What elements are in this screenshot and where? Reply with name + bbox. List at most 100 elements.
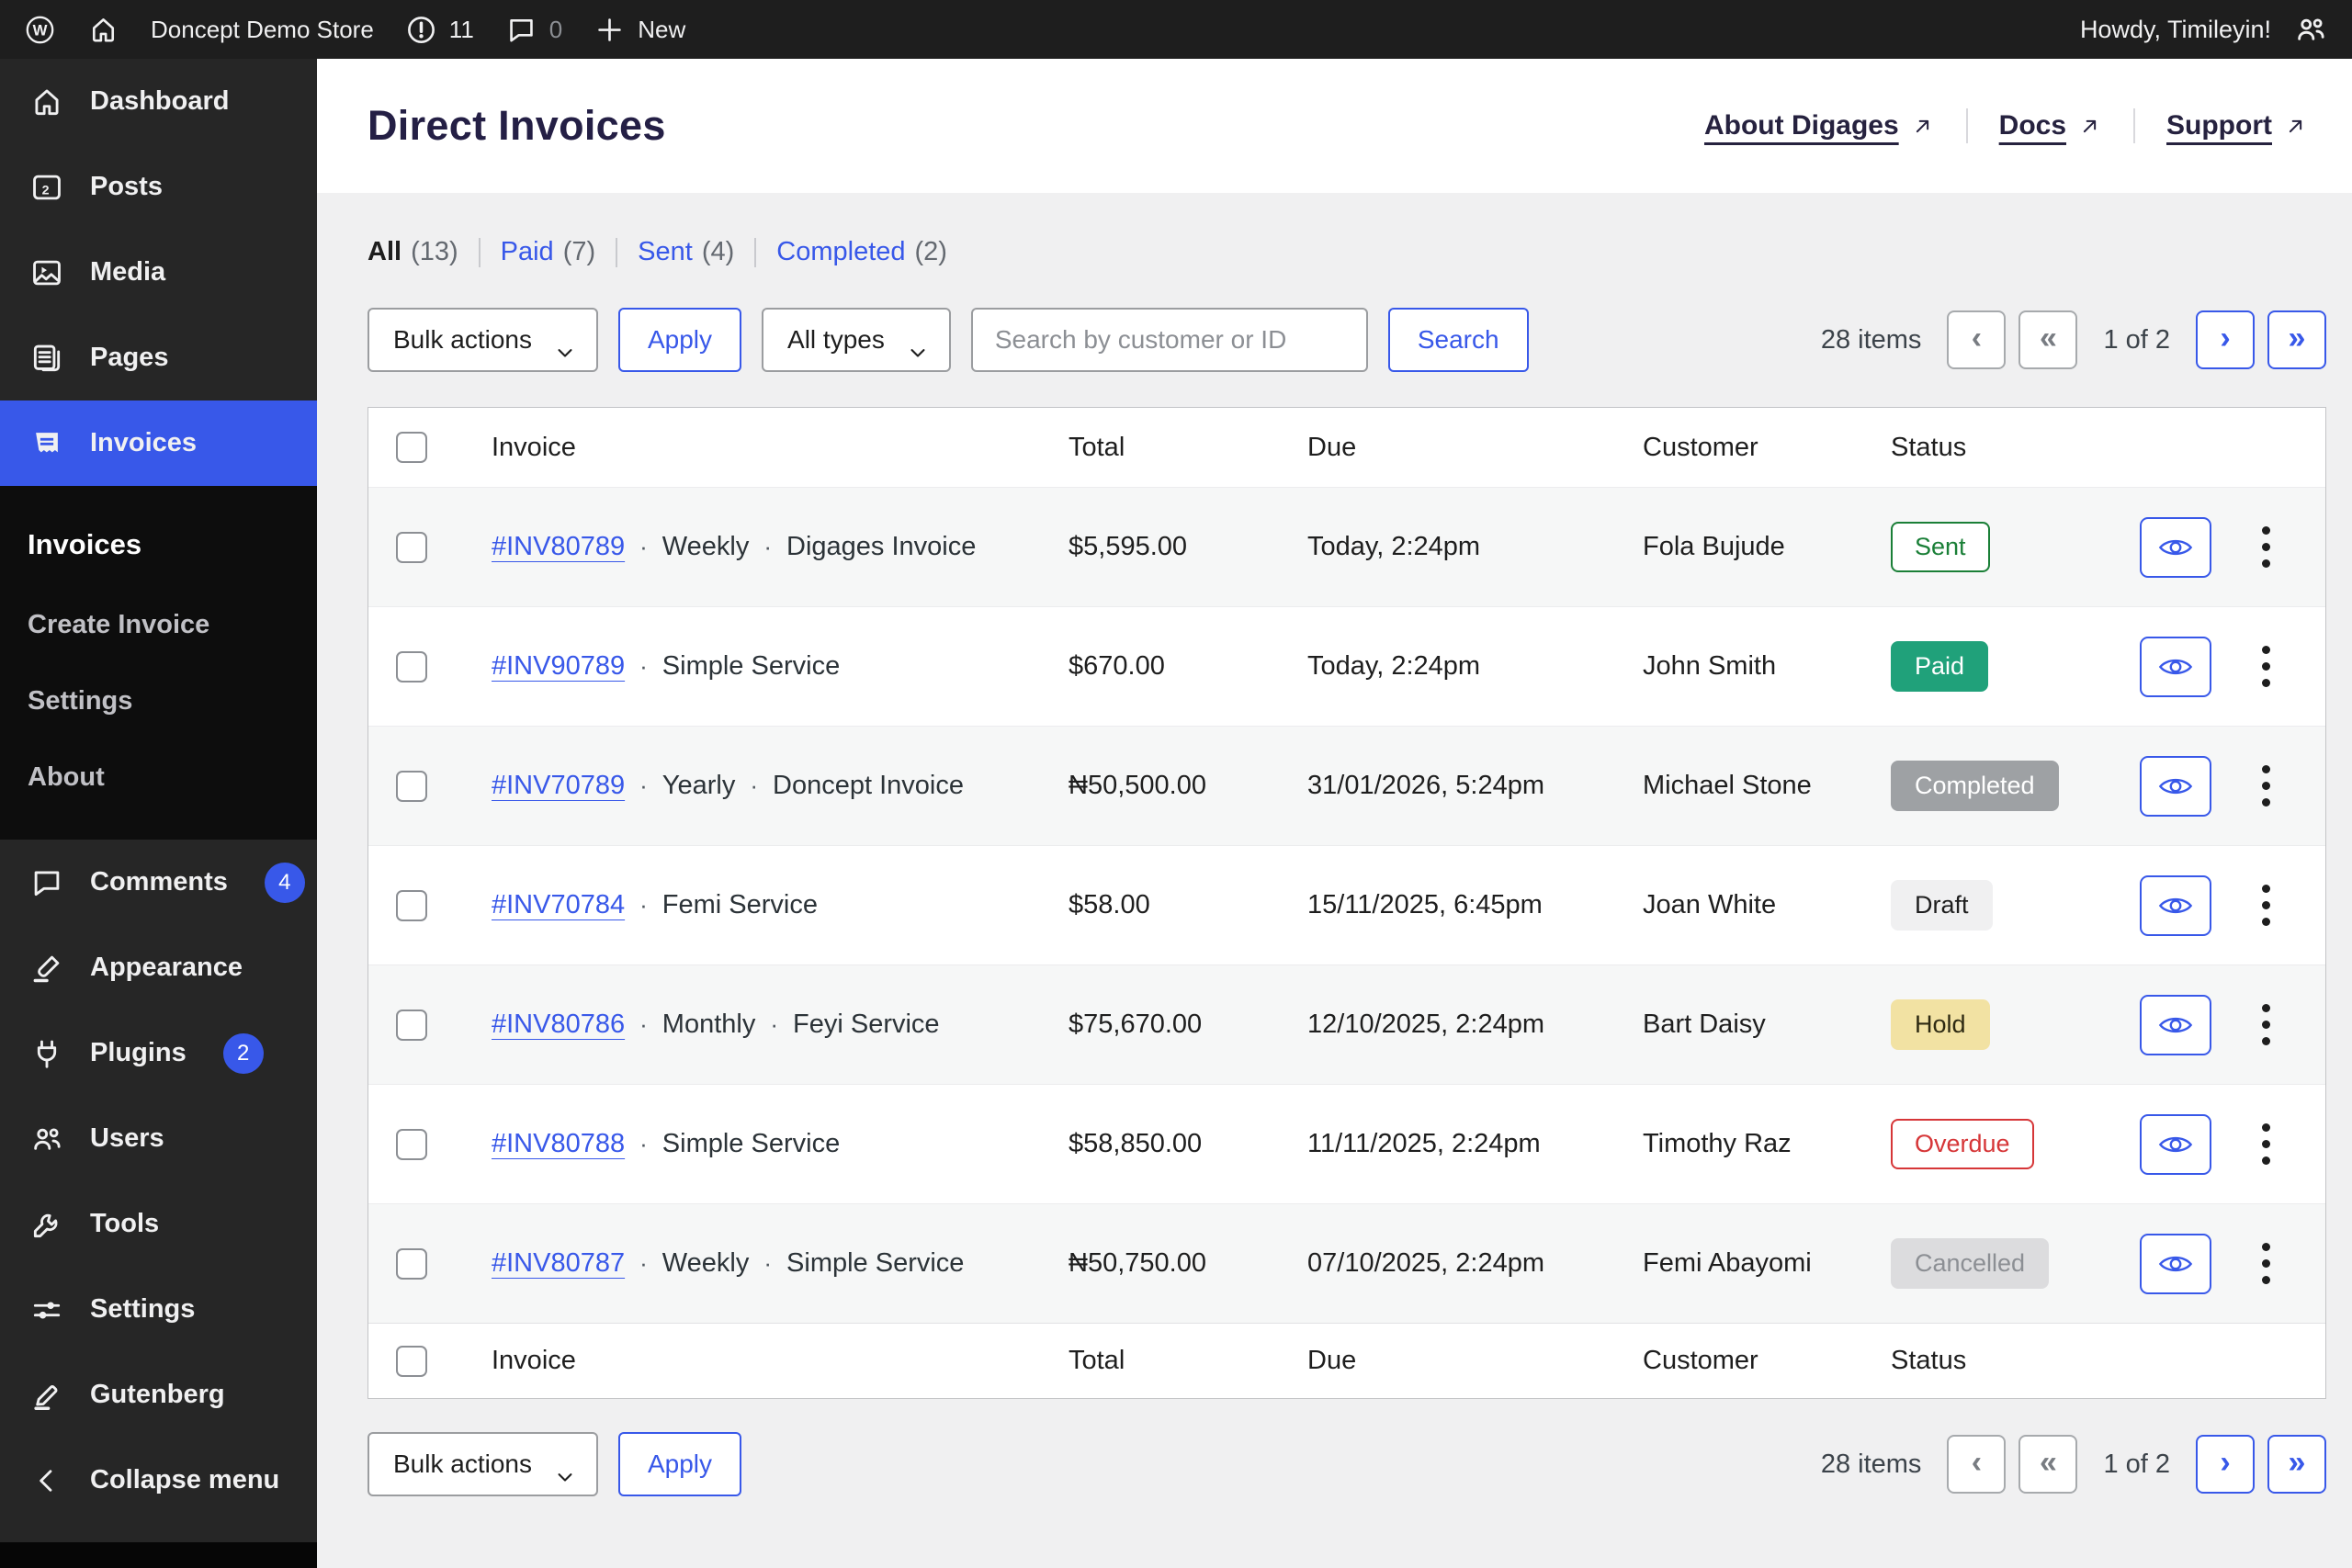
view-invoice-button[interactable]	[2140, 755, 2211, 817]
filter-count: (7)	[562, 237, 596, 266]
howdy-link[interactable]: Howdy, Timileyin!	[2079, 15, 2271, 43]
row-checkbox[interactable]	[396, 1247, 427, 1280]
comments-indicator[interactable]: 0	[505, 14, 562, 46]
updates-indicator[interactable]: 11	[405, 14, 474, 46]
sidebar-item-plugins[interactable]: Plugins 2	[0, 1010, 317, 1096]
row-checkbox[interactable]	[396, 1009, 427, 1041]
submenu-item-about[interactable]: About	[28, 762, 105, 792]
new-button[interactable]: New	[594, 14, 685, 46]
sidebar-item-gutenberg[interactable]: Gutenberg	[0, 1352, 317, 1438]
sidebar-item-label: Appearance	[90, 953, 243, 982]
invoice-link[interactable]: #INV80788	[492, 1129, 626, 1158]
filter-completed[interactable]: Completed (2)	[776, 237, 947, 267]
kebab-menu-icon[interactable]	[2255, 638, 2278, 694]
site-name-link[interactable]: Doncept Demo Store	[151, 15, 374, 43]
view-invoice-button[interactable]	[2140, 1233, 2211, 1294]
filter-all[interactable]: All (13)	[368, 237, 458, 267]
prev-page-button[interactable]: ‹	[1947, 310, 2007, 369]
header-link-docs[interactable]: Docs	[1999, 110, 2102, 141]
sidebar-item-pages[interactable]: Pages	[0, 315, 317, 400]
gutenberg-icon	[29, 1378, 64, 1413]
sidebar-item-dashboard[interactable]: Dashboard	[0, 59, 317, 144]
prev-page-button[interactable]: ‹	[1947, 1435, 2007, 1494]
invoice-link[interactable]: #INV70789	[492, 771, 626, 800]
header-link-support[interactable]: Support	[2166, 110, 2308, 141]
due-cell: 11/11/2025, 2:24pm	[1307, 1129, 1541, 1158]
kebab-menu-icon[interactable]	[2255, 1235, 2278, 1292]
kebab-menu-icon[interactable]	[2255, 877, 2278, 933]
eye-icon	[2158, 894, 2193, 918]
due-cell: 07/10/2025, 2:24pm	[1307, 1248, 1544, 1278]
row-checkbox[interactable]	[396, 1128, 427, 1160]
status-badge: Cancelled	[1891, 1238, 2050, 1289]
users-icon	[29, 1122, 64, 1156]
invoice-meta: Simple Service	[662, 1129, 841, 1158]
invoice-meta: Digages Invoice	[786, 532, 977, 561]
media-icon	[29, 255, 64, 290]
submenu-item-settings[interactable]: Settings	[28, 686, 133, 716]
sidebar-item-appearance[interactable]: Appearance	[0, 925, 317, 1010]
invoice-link[interactable]: #INV80789	[492, 532, 626, 561]
column-header-invoice: Invoice	[492, 432, 576, 462]
sidebar-item-label: Gutenberg	[90, 1380, 225, 1409]
filter-sent[interactable]: Sent (4)	[638, 237, 734, 267]
row-checkbox[interactable]	[396, 650, 427, 682]
meta-separator: ·	[639, 891, 648, 919]
apply-button[interactable]: Apply	[617, 308, 742, 372]
eye-icon	[2158, 1133, 2193, 1156]
sidebar-item-invoices[interactable]: Invoices	[0, 400, 317, 486]
kebab-menu-icon[interactable]	[2255, 519, 2278, 575]
submenu-item-create-invoice[interactable]: Create Invoice	[28, 610, 210, 639]
pages-icon	[29, 341, 64, 376]
kebab-menu-icon[interactable]	[2255, 758, 2278, 814]
table-row: #INV70789 · Yearly · Doncept Invoice ₦50,50…	[368, 726, 2325, 845]
sidebar-item-settings[interactable]: Settings	[0, 1267, 317, 1352]
sidebar-item-collapse-menu[interactable]: Collapse menu	[0, 1438, 317, 1523]
kebab-menu-icon[interactable]	[2255, 997, 2278, 1053]
select-all-checkbox[interactable]	[396, 1345, 427, 1377]
last-page-button[interactable]: »	[2267, 310, 2326, 369]
view-invoice-button[interactable]	[2140, 1113, 2211, 1175]
due-cell: Today, 2:24pm	[1307, 651, 1481, 681]
filter-count: (4)	[701, 237, 735, 266]
view-invoice-button[interactable]	[2140, 994, 2211, 1055]
site-home-icon[interactable]	[87, 14, 119, 46]
apply-button-bottom[interactable]: Apply	[617, 1432, 742, 1496]
last-page-button[interactable]: »	[2267, 1435, 2326, 1494]
next-page-button[interactable]: ›	[2196, 1435, 2255, 1494]
row-checkbox[interactable]	[396, 889, 427, 921]
view-invoice-button[interactable]	[2140, 636, 2211, 697]
eye-icon	[2158, 536, 2193, 559]
kebab-menu-icon[interactable]	[2255, 1116, 2278, 1172]
type-filter-select[interactable]: All types	[762, 308, 951, 372]
wordpress-logo-icon[interactable]: W	[24, 14, 56, 46]
sidebar-item-comments[interactable]: Comments 4	[0, 840, 317, 925]
row-checkbox[interactable]	[396, 770, 427, 802]
invoice-link[interactable]: #INV80787	[492, 1248, 626, 1278]
next-page-button[interactable]: ›	[2196, 310, 2255, 369]
first-page-button[interactable]: «	[2018, 1435, 2078, 1494]
invoice-link[interactable]: #INV80786	[492, 1010, 626, 1039]
bulk-actions-select[interactable]: Bulk actions	[368, 308, 598, 372]
search-input[interactable]	[970, 308, 1368, 372]
profile-users-icon[interactable]	[2293, 12, 2328, 47]
invoice-link[interactable]: #INV90789	[492, 651, 626, 681]
invoices-submenu: Invoices Create Invoice Settings About	[0, 486, 317, 840]
count-badge: 2	[222, 1032, 264, 1074]
sidebar-item-posts[interactable]: 2 Posts	[0, 144, 317, 230]
first-page-button[interactable]: «	[2018, 310, 2078, 369]
sidebar-item-tools[interactable]: Tools	[0, 1181, 317, 1267]
sidebar-item-users[interactable]: Users	[0, 1096, 317, 1181]
header-link-about-digages[interactable]: About Digages	[1704, 110, 1935, 141]
filter-paid[interactable]: Paid (7)	[501, 237, 596, 267]
view-invoice-button[interactable]	[2140, 516, 2211, 578]
select-all-checkbox[interactable]	[396, 432, 427, 463]
sidebar-item-label: Plugins	[90, 1038, 187, 1067]
view-invoice-button[interactable]	[2140, 874, 2211, 936]
sidebar-item-media[interactable]: Media	[0, 230, 317, 315]
status-badge: Draft	[1891, 880, 1993, 931]
bulk-actions-select-bottom[interactable]: Bulk actions	[368, 1432, 598, 1496]
search-button[interactable]: Search	[1387, 308, 1529, 372]
row-checkbox[interactable]	[396, 531, 427, 563]
invoice-link[interactable]: #INV70784	[492, 890, 626, 919]
